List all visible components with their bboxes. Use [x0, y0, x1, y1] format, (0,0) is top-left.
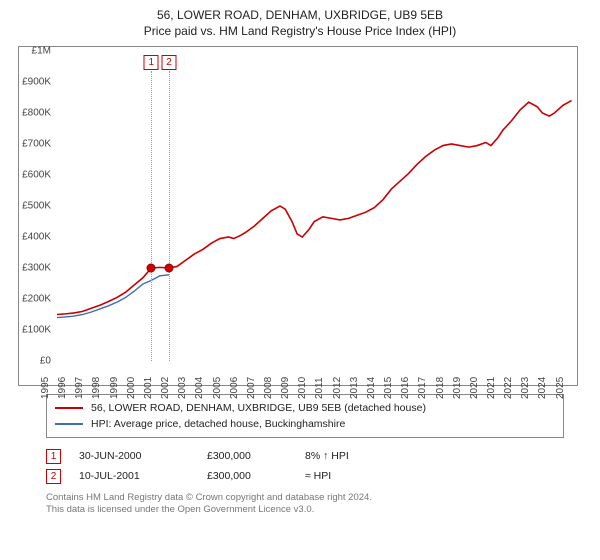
- legend: 56, LOWER ROAD, DENHAM, UXBRIDGE, UB9 5E…: [46, 394, 564, 438]
- sales-table: 1 30-JUN-2000 £300,000 8% ↑ HPI 2 10-JUL-2001…: [46, 446, 564, 486]
- y-axis-tick: £1M: [19, 46, 55, 57]
- x-axis-tick: 1999: [109, 377, 120, 399]
- x-axis-tick: 1996: [57, 377, 68, 399]
- sale-date: 30-JUN-2000: [79, 450, 189, 462]
- x-axis-tick: 2025: [555, 377, 566, 399]
- sale-vline: [169, 71, 170, 361]
- legend-label: 56, LOWER ROAD, DENHAM, UXBRIDGE, UB9 5E…: [91, 402, 426, 414]
- y-axis-tick: £900K: [19, 77, 55, 88]
- legend-item: HPI: Average price, detached house, Buck…: [55, 416, 555, 432]
- x-axis-tick: 2016: [400, 377, 411, 399]
- y-axis-tick: £100K: [19, 325, 55, 336]
- y-axis-tick: £600K: [19, 170, 55, 181]
- y-axis-tick: £300K: [19, 263, 55, 274]
- x-axis-tick: 2008: [263, 377, 274, 399]
- footer-line-1: Contains HM Land Registry data © Crown c…: [46, 492, 564, 504]
- sale-date: 10-JUL-2001: [79, 470, 189, 482]
- y-axis-tick: £200K: [19, 294, 55, 305]
- footer-line-2: This data is licensed under the Open Gov…: [46, 504, 564, 516]
- x-axis-tick: 2022: [503, 377, 514, 399]
- sale-marker: 1: [144, 55, 159, 70]
- x-axis-tick: 2014: [366, 377, 377, 399]
- x-axis-tick: 2000: [126, 377, 137, 399]
- footer-attribution: Contains HM Land Registry data © Crown c…: [46, 492, 564, 516]
- x-axis-tick: 2010: [297, 377, 308, 399]
- x-axis-tick: 2015: [383, 377, 394, 399]
- x-axis-tick: 2005: [212, 377, 223, 399]
- sale-point: [147, 264, 156, 273]
- legend-swatch: [55, 407, 83, 409]
- x-axis-tick: 2020: [469, 377, 480, 399]
- sale-vline: [151, 71, 152, 361]
- sale-price: £300,000: [207, 470, 287, 482]
- sale-index-marker: 1: [46, 449, 61, 464]
- x-axis-tick: 2023: [520, 377, 531, 399]
- title-subtitle: Price paid vs. HM Land Registry's House …: [12, 24, 588, 38]
- x-axis-tick: 2013: [349, 377, 360, 399]
- x-axis-tick: 2001: [143, 377, 154, 399]
- sale-marker: 2: [162, 55, 177, 70]
- x-axis-tick: 1997: [74, 377, 85, 399]
- x-axis-tick: 2009: [280, 377, 291, 399]
- chart-svg: [57, 51, 575, 361]
- sale-point: [165, 264, 174, 273]
- sale-row: 2 10-JUL-2001 £300,000 ≈ HPI: [46, 466, 564, 486]
- y-axis-tick: £0: [19, 356, 55, 367]
- chart-titles: 56, LOWER ROAD, DENHAM, UXBRIDGE, UB9 5E…: [12, 8, 588, 38]
- x-axis-tick: 2018: [435, 377, 446, 399]
- x-axis-tick: 2007: [246, 377, 257, 399]
- legend-label: HPI: Average price, detached house, Buck…: [91, 418, 345, 430]
- sale-price: £300,000: [207, 450, 287, 462]
- x-axis-tick: 2024: [537, 377, 548, 399]
- x-axis-tick: 2002: [160, 377, 171, 399]
- page: 56, LOWER ROAD, DENHAM, UXBRIDGE, UB9 5E…: [0, 0, 600, 560]
- sale-index-marker: 2: [46, 469, 61, 484]
- x-axis-tick: 2012: [332, 377, 343, 399]
- x-axis-tick: 2017: [417, 377, 428, 399]
- x-axis-tick: 1995: [40, 377, 51, 399]
- sale-delta: ≈ HPI: [305, 470, 331, 482]
- y-axis-tick: £500K: [19, 201, 55, 212]
- x-axis-tick: 2004: [194, 377, 205, 399]
- x-axis-tick: 1998: [91, 377, 102, 399]
- sale-row: 1 30-JUN-2000 £300,000 8% ↑ HPI: [46, 446, 564, 466]
- y-axis-tick: £800K: [19, 108, 55, 119]
- x-axis-tick: 2019: [452, 377, 463, 399]
- sale-delta: 8% ↑ HPI: [305, 450, 349, 462]
- plot-region: [57, 51, 575, 361]
- x-axis-tick: 2006: [229, 377, 240, 399]
- legend-item: 56, LOWER ROAD, DENHAM, UXBRIDGE, UB9 5E…: [55, 400, 555, 416]
- title-address: 56, LOWER ROAD, DENHAM, UXBRIDGE, UB9 5E…: [12, 8, 588, 22]
- x-axis-tick: 2003: [177, 377, 188, 399]
- x-axis-tick: 2021: [486, 377, 497, 399]
- x-axis-tick: 2011: [314, 377, 325, 399]
- y-axis-tick: £700K: [19, 139, 55, 150]
- series-property: [57, 101, 572, 315]
- legend-swatch: [55, 423, 83, 425]
- y-axis-tick: £400K: [19, 232, 55, 243]
- chart-area: £0 £100K £200K £300K £400K £500K £600K £700K £80…: [18, 46, 578, 386]
